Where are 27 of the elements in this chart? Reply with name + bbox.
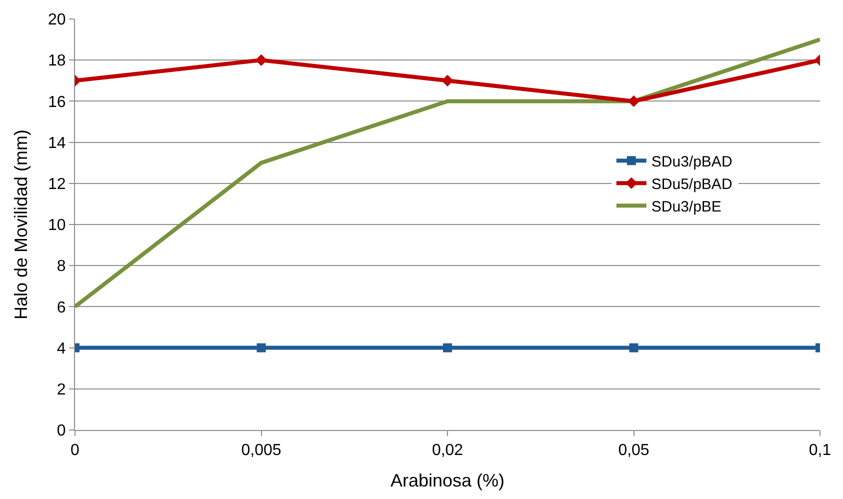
y-tick-label: 4 xyxy=(56,340,66,358)
y-tick-label: 2 xyxy=(56,382,66,398)
x-tick-label: 0,1 xyxy=(808,442,832,460)
point xyxy=(628,95,640,108)
point xyxy=(442,74,454,86)
y-tick-label: 20 xyxy=(48,12,66,29)
y-tick-label: 18 xyxy=(48,52,66,70)
y-tick-label: 8 xyxy=(56,258,66,276)
point xyxy=(629,343,638,352)
y-axis-title: Halo de Movilidad (mm) xyxy=(11,129,32,320)
legend-label: SDu3/pBE xyxy=(651,198,722,216)
point xyxy=(255,54,268,66)
x-tick-label: 0,05 xyxy=(618,442,650,460)
y-tick-label: 16 xyxy=(48,94,66,111)
point xyxy=(443,343,452,352)
legend-label: SDu3/pBAD xyxy=(651,154,732,170)
y-tick-label: 14 xyxy=(48,134,66,152)
y-tick-label: 10 xyxy=(48,217,66,234)
x-axis-title: Arabinosa (%) xyxy=(390,470,505,490)
y-tick-label: 0 xyxy=(56,422,66,440)
y-tick-label: 6 xyxy=(56,299,66,316)
point xyxy=(256,343,266,352)
x-tick-label: 0 xyxy=(70,442,80,460)
y-tick-label: 12 xyxy=(48,176,66,193)
x-tick-label: 0,02 xyxy=(432,442,464,460)
x-tick-label: 0,005 xyxy=(241,442,282,460)
legend-label: SDu5/pBAD xyxy=(651,176,732,193)
